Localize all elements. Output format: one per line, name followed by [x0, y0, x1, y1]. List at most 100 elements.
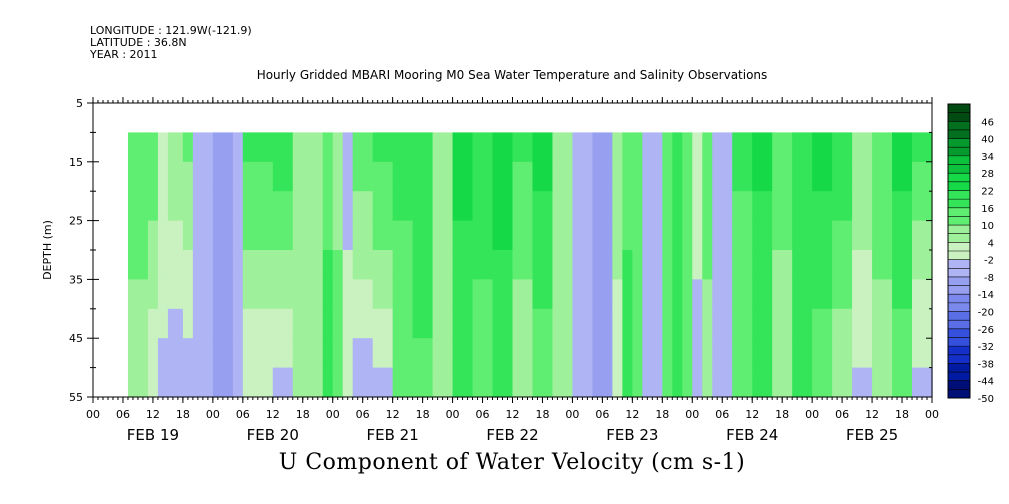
heatmap-cell — [192, 308, 214, 339]
heatmap-cell — [552, 132, 574, 163]
heatmap-cell — [352, 279, 374, 310]
heatmap-cell — [592, 161, 613, 192]
heatmap-cell — [157, 308, 169, 339]
heatmap-cell — [212, 367, 234, 398]
heatmap-cell — [592, 338, 613, 369]
heatmap-cell — [812, 250, 833, 280]
colorbar-segment — [948, 233, 970, 243]
heatmap-cell — [592, 250, 613, 280]
colorbar-label: 28 — [981, 169, 994, 180]
heatmap-cell — [732, 220, 753, 251]
longitude-label: LONGITUDE : 121.9W(-121.9) — [90, 24, 252, 37]
heatmap-cell — [157, 279, 169, 310]
heatmap-cell — [512, 132, 534, 163]
heatmap-cell — [632, 220, 643, 251]
heatmap-cell — [672, 338, 683, 369]
heatmap-cell — [692, 308, 703, 339]
colorbar-segment — [948, 216, 970, 226]
heatmap-cell — [182, 279, 194, 310]
heatmap-cell — [642, 161, 653, 192]
heatmap-cell — [167, 308, 184, 339]
x-hour-label: 18 — [895, 408, 909, 421]
heatmap-cell — [852, 191, 873, 222]
x-day-label: FEB 22 — [486, 426, 538, 444]
heatmap-cell — [662, 367, 673, 398]
heatmap-cell — [912, 220, 933, 251]
heatmap-cell — [532, 367, 554, 398]
heatmap-cell — [492, 161, 514, 192]
y-tick-label: 5 — [76, 97, 83, 110]
heatmap-cell — [432, 161, 454, 192]
heatmap-cell — [672, 250, 683, 280]
colorbar-segment — [948, 225, 970, 235]
heatmap-cell — [452, 220, 474, 251]
heatmap-cell — [157, 250, 169, 280]
heatmap-cell — [272, 338, 294, 369]
heatmap-cell — [372, 191, 394, 222]
heatmap-cell — [662, 250, 673, 280]
x-hour-label: 12 — [865, 408, 879, 421]
heatmap-cell — [612, 338, 623, 369]
year-label: YEAR : 2011 — [90, 48, 158, 61]
heatmap-cell — [292, 191, 309, 222]
heatmap-cell — [892, 132, 913, 163]
heatmap-cell — [682, 191, 693, 222]
heatmap-cell — [512, 191, 534, 222]
heatmap-cell — [147, 191, 159, 222]
heatmap-cell — [452, 161, 474, 192]
heatmap-cell — [532, 132, 554, 163]
heatmap-cell — [652, 279, 663, 310]
heatmap-cell — [232, 250, 244, 280]
heatmap-cell — [792, 220, 813, 251]
heatmap-cell — [912, 279, 933, 310]
heatmap-cell — [642, 191, 653, 222]
colorbar-segment — [948, 320, 970, 330]
heatmap-cell — [332, 279, 344, 310]
heatmap-cell — [622, 338, 633, 369]
x-hour-label: 12 — [625, 408, 639, 421]
heatmap-cell — [292, 279, 309, 310]
heatmap-cell — [372, 279, 394, 310]
heatmap-cell — [167, 161, 184, 192]
heatmap-cell — [392, 161, 414, 192]
heatmap-cell — [792, 132, 813, 163]
heatmap-cell — [632, 132, 643, 163]
heatmap-cell — [712, 132, 733, 163]
heatmap-cell — [872, 191, 893, 222]
colorbar-label: -38 — [978, 359, 994, 370]
heatmap-cell — [192, 250, 214, 280]
heatmap-cell — [352, 132, 374, 163]
heatmap-cell — [342, 308, 354, 339]
heatmap-cell — [167, 191, 184, 222]
heatmap-cell — [572, 279, 594, 310]
heatmap-cell — [307, 308, 324, 339]
heatmap-cell — [412, 220, 434, 251]
heatmap-cell — [472, 338, 494, 369]
heatmap-cell — [332, 308, 344, 339]
x-hour-label: 00 — [565, 408, 579, 421]
colorbar-segment — [948, 259, 970, 269]
heatmap-cell — [852, 308, 873, 339]
heatmap-cell — [392, 308, 414, 339]
heatmap-cell — [682, 308, 693, 339]
heatmap-cell — [272, 161, 294, 192]
heatmap-cell — [182, 191, 194, 222]
heatmap-cell — [292, 308, 309, 339]
colorbar-segment — [948, 251, 970, 261]
heatmap-cell — [612, 367, 623, 398]
colorbar-segment — [948, 268, 970, 278]
heatmap-cell — [572, 338, 594, 369]
heatmap-cell — [452, 132, 474, 163]
heatmap-cell — [452, 250, 474, 280]
colorbar-segment — [948, 199, 970, 209]
heatmap-cell — [322, 161, 334, 192]
heatmap-cell — [792, 161, 813, 192]
heatmap-cell — [662, 338, 673, 369]
heatmap-cell — [192, 161, 214, 192]
y-tick-label: 55 — [69, 391, 83, 404]
heatmap-cell — [832, 161, 853, 192]
heatmap-cell — [712, 279, 733, 310]
heatmap-cell — [572, 308, 594, 339]
heatmap-cell — [662, 279, 673, 310]
